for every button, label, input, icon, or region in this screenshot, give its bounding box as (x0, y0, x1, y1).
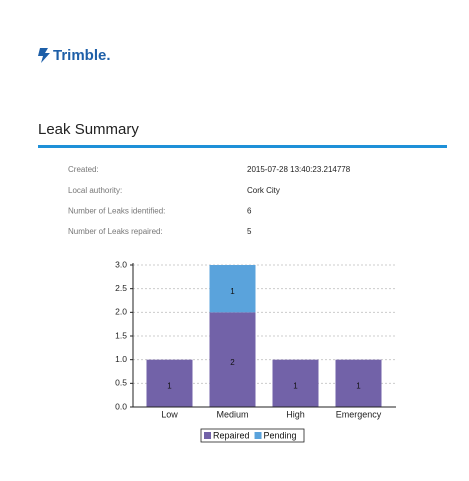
chart: 0.0 0.5 1.0 1.5 2.0 2.5 3.0 Low 1 Medium 2 1 High 1 Em… (115, 259, 396, 443)
x-tick-label: Medium (216, 409, 248, 419)
y-tick-label: 1.5 (115, 330, 127, 340)
field-value: 2015-07-28 13:40:23.214778 (247, 165, 351, 174)
field-value: Cork City (247, 186, 280, 195)
legend-swatch (204, 432, 211, 439)
title-rule (38, 145, 447, 148)
bar-segment (335, 359, 382, 407)
data-label: 1 (167, 381, 172, 390)
y-tick-label: 2.5 (115, 283, 127, 293)
bar-segment (146, 359, 193, 407)
x-tick-label: Emergency (336, 409, 382, 419)
bar-segment (272, 359, 319, 407)
x-tick-label: High (286, 409, 305, 419)
data-label: 1 (356, 381, 361, 390)
logo: Trimble. (38, 47, 111, 64)
field-label: Local authority: (68, 186, 122, 195)
y-tick-label: 0.0 (115, 401, 127, 411)
y-tick-label: 3.0 (115, 259, 127, 269)
field-label: Created: (68, 165, 99, 174)
legend-swatch (254, 432, 262, 439)
field-label: Number of Leaks repaired: (68, 227, 163, 236)
legend-frame (200, 428, 305, 443)
bar-segment (209, 312, 256, 407)
data-label: 1 (230, 287, 235, 296)
logo-icon (38, 48, 50, 63)
report-title: Leak Summary (38, 121, 139, 138)
data-label: 2 (230, 358, 235, 367)
field-value: 5 (247, 227, 252, 236)
field-label: Number of Leaks identified: (68, 207, 165, 216)
y-tick-label: 1.0 (115, 354, 127, 364)
logo-text: Trimble. (53, 47, 111, 64)
x-tick-label: Low (161, 409, 178, 419)
legend-label: Repaired (213, 430, 250, 440)
data-label: 1 (293, 381, 298, 390)
fields: Created: 2015-07-28 13:40:23.214778 Local … (68, 165, 351, 236)
legend: Repaired Pending (200, 428, 305, 443)
bar-segment (209, 265, 256, 313)
legend-label: Pending (264, 430, 297, 440)
y-tick-label: 0.5 (115, 378, 127, 388)
y-tick-label: 2.0 (115, 307, 127, 317)
field-value: 6 (247, 207, 252, 216)
